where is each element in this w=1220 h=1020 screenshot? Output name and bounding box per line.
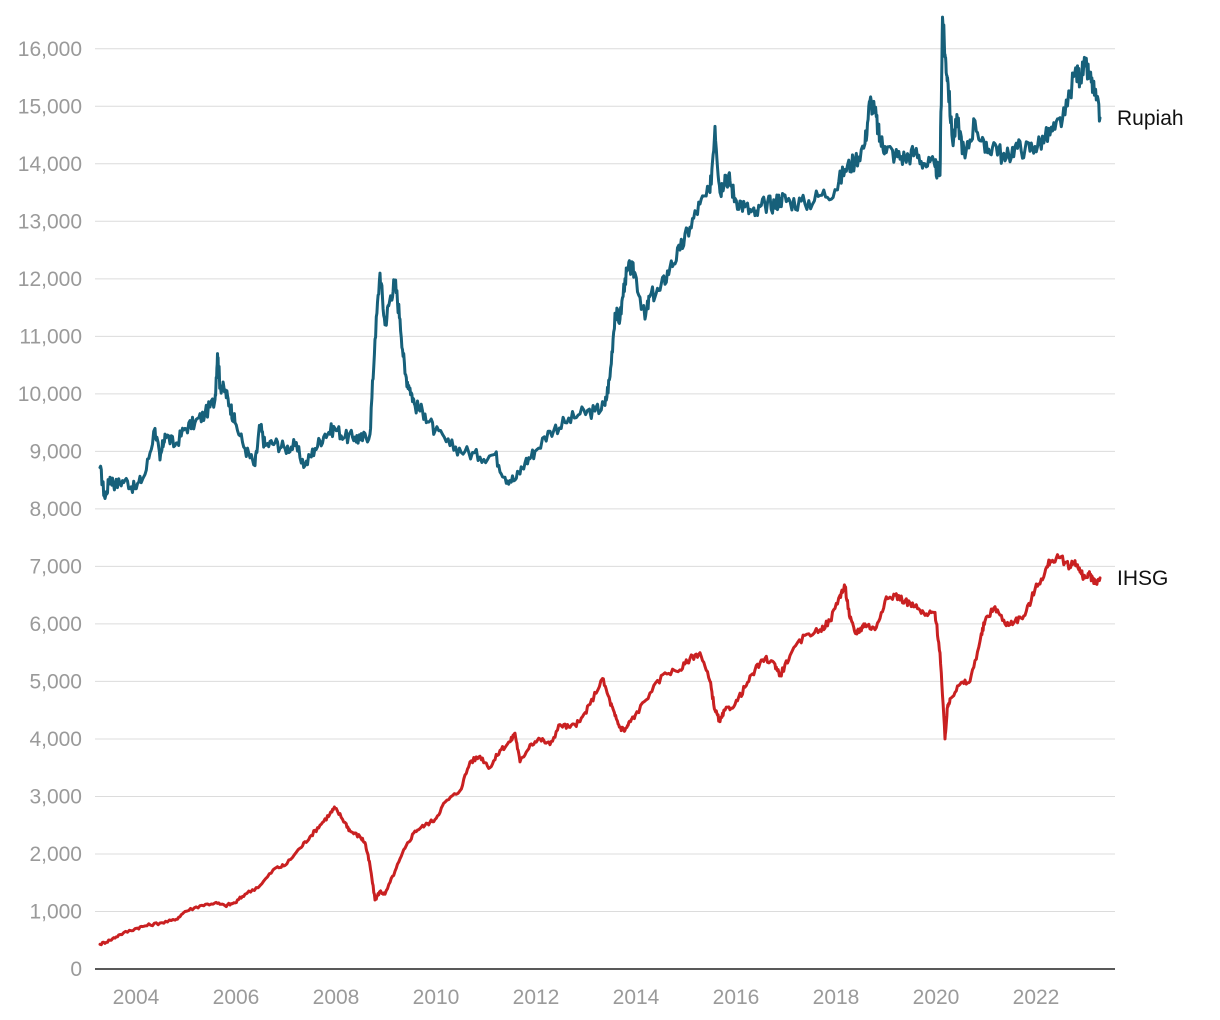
y-tick-label: 2,000 [29, 843, 82, 866]
y-tick-label: 1,000 [29, 900, 82, 923]
series-lines [98, 15, 1102, 947]
y-tick-label: 3,000 [29, 785, 82, 808]
x-tick-label: 2010 [413, 986, 460, 1009]
y-axis-ticks: 0 1,000 2,000 3,000 4,000 5,000 6,000 7,000 8,00… [18, 38, 82, 981]
x-tick-label: 2022 [1013, 986, 1060, 1009]
y-tick-label: 13,000 [18, 210, 82, 233]
gridlines [95, 48, 1115, 912]
y-tick-label: 12,000 [18, 268, 82, 291]
y-tick-label: 9,000 [29, 440, 82, 463]
series-label-ihsg: IHSG [1117, 567, 1168, 590]
x-tick-label: 2008 [313, 986, 360, 1009]
x-tick-label: 2014 [613, 986, 660, 1009]
y-tick-label: 5,000 [29, 670, 82, 693]
y-tick-label: 6,000 [29, 613, 82, 636]
y-tick-label: 7,000 [29, 555, 82, 578]
y-tick-label: 15,000 [18, 95, 82, 118]
series-labels: Rupiah IHSG [1117, 107, 1184, 590]
y-tick-label: 16,000 [18, 38, 82, 61]
x-axis-ticks: 2004 2006 2008 2010 2012 2014 2016 2018 2020 2022 [113, 986, 1060, 1009]
y-tick-label: 4,000 [29, 728, 82, 751]
x-tick-label: 2004 [113, 986, 160, 1009]
x-tick-label: 2016 [713, 986, 760, 1009]
x-tick-label: 2012 [513, 986, 560, 1009]
y-tick-label: 8,000 [29, 498, 82, 521]
y-tick-label: 11,000 [19, 325, 82, 348]
x-tick-label: 2020 [913, 986, 960, 1009]
series-line-ihsg [98, 553, 1102, 947]
y-tick-label: 14,000 [18, 153, 82, 176]
y-tick-label: 0 [70, 958, 82, 981]
x-tick-label: 2018 [813, 986, 860, 1009]
series-line-rupiah [98, 15, 1102, 500]
series-label-rupiah: Rupiah [1117, 107, 1184, 130]
x-tick-label: 2006 [213, 986, 260, 1009]
y-tick-label: 10,000 [18, 383, 82, 406]
